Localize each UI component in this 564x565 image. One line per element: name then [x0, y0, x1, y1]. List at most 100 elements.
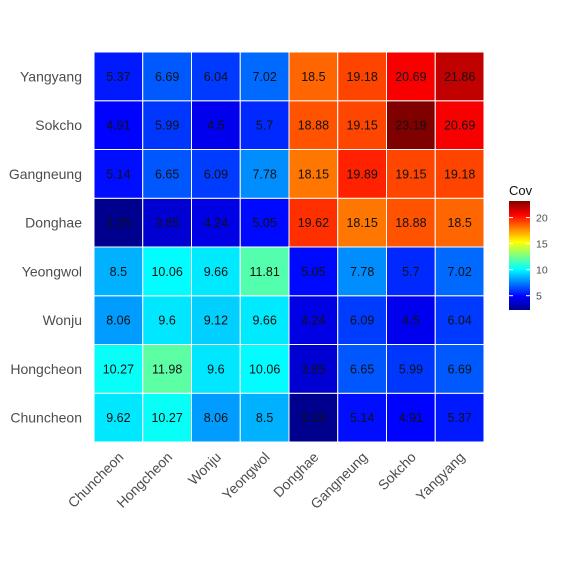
heatmap-cell — [337, 51, 387, 102]
heatmap-cell — [142, 295, 192, 345]
heatmap-cell — [142, 392, 192, 443]
heatmap-cell — [142, 100, 192, 150]
heatmap-cell — [239, 344, 290, 394]
heatmap-cell — [288, 100, 339, 150]
cell-value-label: 5.7 — [256, 119, 273, 133]
cell-value-label: 7.02 — [447, 265, 471, 279]
heatmap-cell — [288, 344, 339, 394]
cell-value-label: 5.99 — [399, 362, 423, 376]
heatmap-cell — [142, 344, 192, 394]
cell-value-label: 9.6 — [158, 314, 175, 328]
y-tick-label: Yangyang — [20, 68, 82, 84]
y-tick-label: Wonju — [43, 312, 82, 328]
heatmap-cell — [191, 246, 241, 297]
cell-value-label: 9.12 — [204, 314, 228, 328]
heatmap-cell — [142, 149, 192, 199]
heatmap-cell — [93, 246, 144, 297]
cell-value-label: 10.27 — [151, 411, 182, 425]
cell-value-label: 7.78 — [350, 265, 374, 279]
cell-value-label: 9.62 — [106, 411, 130, 425]
heatmap-cell — [239, 197, 290, 248]
cell-value-label: 8.06 — [106, 314, 130, 328]
cell-value-label: 4.24 — [301, 314, 325, 328]
cell-value-label: 11.81 — [249, 265, 279, 279]
cell-value-label: 18.5 — [447, 216, 471, 230]
cell-value-label: 6.69 — [155, 70, 179, 84]
cell-value-label: 9.6 — [207, 362, 224, 376]
cell-value-label: 4.5 — [207, 119, 224, 133]
cell-value-label: 5.7 — [402, 265, 419, 279]
cell-value-label: 7.78 — [252, 167, 276, 181]
heatmap-cell — [93, 344, 144, 394]
cell-value-label: 10.27 — [103, 362, 134, 376]
x-tick-label: Yangyang — [413, 449, 468, 504]
cell-value-label: 18.88 — [298, 119, 329, 133]
heatmap-cell — [239, 295, 290, 345]
cell-value-label: 21.86 — [444, 70, 475, 84]
cell-value-label: 5.14 — [106, 167, 130, 181]
heatmap-cell — [191, 197, 241, 248]
heatmap-cell — [386, 100, 436, 150]
heatmap-cell — [434, 51, 485, 102]
heatmap-cell — [288, 149, 339, 199]
heatmap-cell — [191, 295, 241, 345]
heatmap-cell — [434, 295, 485, 345]
cell-value-label: 18.15 — [298, 167, 329, 181]
legend-tick-label: 5 — [536, 291, 542, 303]
cell-value-label: 19.62 — [298, 216, 329, 230]
color-legend: Cov 5 10 15 20 — [509, 183, 548, 310]
cell-value-label: 6.09 — [350, 314, 374, 328]
heatmap-cell — [191, 51, 241, 102]
cell-value-label: 19.18 — [346, 70, 377, 84]
cell-value-label: 8.5 — [256, 411, 273, 425]
cell-value-label: 2.25 — [106, 216, 130, 230]
heatmap-cell — [337, 197, 387, 248]
cell-value-label: 10.06 — [151, 265, 182, 279]
legend-tick-labels: 5 10 15 20 — [509, 213, 548, 303]
cell-value-label: 23.19 — [395, 119, 426, 133]
cell-value-label: 5.14 — [350, 411, 374, 425]
heatmap-cell — [434, 344, 485, 394]
cell-value-label: 5.05 — [252, 216, 276, 230]
x-tick-label: Yeongwol — [219, 449, 273, 503]
x-tick-label: Sokcho — [375, 449, 419, 493]
heatmap-cell — [386, 295, 436, 345]
y-tick-label: Hongcheon — [10, 361, 82, 377]
legend-tick-label: 20 — [536, 213, 548, 225]
heatmap-cell — [386, 392, 436, 443]
cell-value-label: 6.69 — [447, 362, 471, 376]
cell-value-label: 10.06 — [249, 362, 280, 376]
cell-value-label: 20.69 — [444, 119, 475, 133]
heatmap-cell — [434, 392, 485, 443]
x-tick-label: Wonju — [185, 449, 224, 488]
heatmap-cell — [337, 100, 387, 150]
heatmap-cell — [93, 51, 144, 102]
cell-value-label: 19.18 — [444, 167, 475, 181]
cell-value-label: 6.65 — [350, 362, 374, 376]
legend-colorbar — [509, 201, 530, 310]
y-tick-label: Gangneung — [9, 166, 82, 182]
legend-tick-label: 10 — [536, 265, 548, 277]
heatmap-cell — [337, 392, 387, 443]
cell-value-label: 19.15 — [346, 119, 377, 133]
legend-title: Cov — [509, 183, 533, 198]
cell-value-label: 6.09 — [204, 167, 228, 181]
y-tick-label: Sokcho — [35, 117, 82, 133]
cell-value-label: 5.99 — [155, 119, 179, 133]
cell-value-label: 19.89 — [346, 167, 377, 181]
heatmap-cell — [93, 392, 144, 443]
cell-value-label: 5.37 — [106, 70, 130, 84]
heatmap-cell — [142, 197, 192, 248]
heatmap-cell — [239, 246, 290, 297]
cell-value-label: 5.37 — [447, 411, 471, 425]
y-tick-label: Yeongwol — [22, 263, 82, 279]
cell-value-label: 18.5 — [301, 70, 325, 84]
heatmap-cell — [288, 392, 339, 443]
cell-value-label: 5.05 — [301, 265, 325, 279]
heatmap-cell-labels: 9.62 10.27 8.06 8.5 2.25 5.14 4.91 5.37 10.27 11.… — [103, 70, 476, 425]
heatmap-cell — [288, 295, 339, 345]
y-tick-label: Donghae — [25, 215, 82, 231]
cell-value-label: 8.06 — [204, 411, 228, 425]
